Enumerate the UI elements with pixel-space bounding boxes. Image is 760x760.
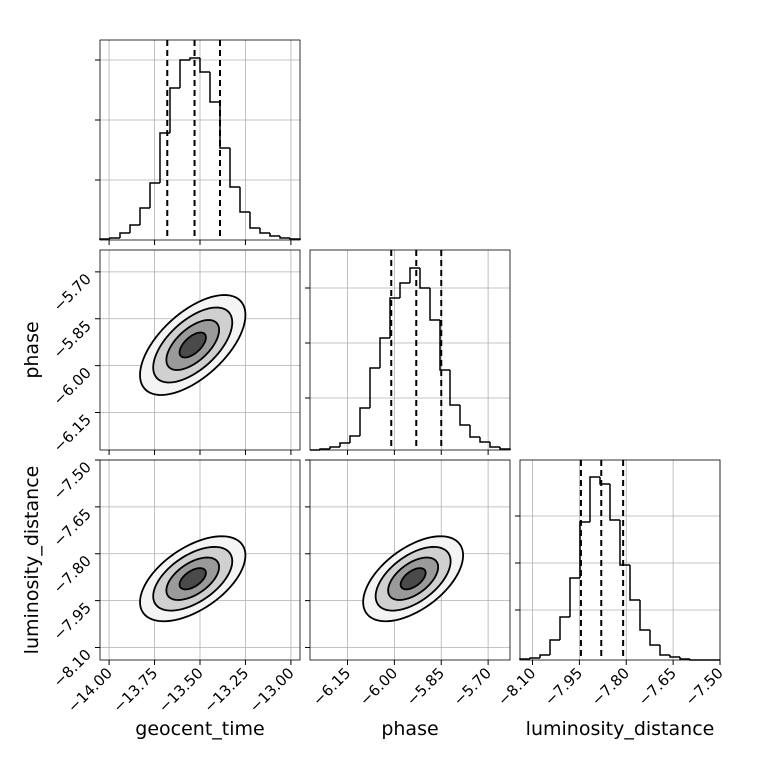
y-tick-label: −6.15 (50, 411, 95, 456)
hist-bin (659, 645, 670, 656)
hist-bin (149, 182, 160, 208)
x-tick-label: −7.95 (541, 664, 586, 709)
x-axis-label: luminosity_distance (526, 718, 715, 740)
hist-bin (229, 148, 240, 188)
contour (399, 567, 427, 591)
hist-bin (409, 267, 420, 283)
hist-bin (169, 87, 180, 133)
hist-bin (599, 477, 610, 485)
hist-bin (429, 288, 440, 321)
hist-bin (209, 72, 220, 103)
hist-bin (459, 405, 470, 426)
y-tick-label: −6.00 (50, 364, 95, 409)
x-axis-label: geocent_time (135, 718, 264, 740)
hist-bin (239, 187, 250, 213)
hist-bin (609, 484, 620, 521)
hist-bin (479, 437, 490, 443)
hist-bin (439, 320, 450, 371)
hist-bin (389, 297, 400, 338)
x-tick-label: −5.85 (403, 664, 448, 709)
hist-bin (559, 616, 570, 640)
axes-frame (309, 249, 511, 451)
hist-bin (259, 228, 270, 234)
hist-bin (399, 282, 410, 298)
hist-bin (489, 442, 500, 448)
hist-bin (539, 654, 550, 658)
y-tick-label: −7.65 (50, 505, 95, 550)
y-tick-label: −7.80 (50, 552, 95, 597)
hist-bin (469, 425, 480, 438)
x-tick-label: −7.80 (588, 664, 633, 709)
hist-bin (569, 577, 580, 617)
x-axis-label: phase (381, 718, 438, 740)
hist-bin (349, 435, 360, 443)
hist-bin (269, 233, 280, 237)
hist-bin (629, 565, 640, 601)
x-tick-label: −7.65 (635, 664, 680, 709)
hist-bin (549, 639, 560, 655)
x-tick-label: −13.00 (246, 664, 298, 716)
x-tick-label: −6.00 (356, 664, 401, 709)
hist-bin (359, 407, 370, 436)
hist-bin (129, 224, 140, 233)
x-tick-label: −7.50 (682, 664, 727, 709)
y-tick-label: −7.50 (50, 458, 95, 503)
hist-bin (589, 476, 600, 522)
hist-bin (419, 268, 430, 289)
y-tick-label: −5.70 (50, 270, 95, 315)
axes-frame (519, 459, 721, 661)
hist-bin (249, 212, 260, 229)
hist-bin (379, 337, 390, 368)
hist-bin (679, 657, 690, 660)
hist-bin (109, 237, 120, 239)
hist-bin (179, 59, 190, 88)
hist-bin (639, 600, 650, 631)
hist-bin (649, 630, 660, 646)
hist-bin (199, 58, 210, 73)
x-tick-label: −8.10 (494, 664, 539, 709)
hist-bin (449, 370, 460, 406)
x-tick-label: −13.25 (200, 664, 252, 716)
y-axis-label: luminosity_distance (21, 466, 43, 655)
hist-bin (159, 132, 170, 183)
hist-bin (369, 367, 380, 408)
hist-bin (499, 447, 511, 450)
hist-bin (219, 102, 230, 149)
x-tick-label: −6.15 (309, 664, 354, 709)
hist-bin (119, 232, 130, 238)
contour (178, 567, 207, 591)
y-tick-label: −5.85 (50, 317, 95, 362)
axes-frame (309, 459, 511, 661)
hist-bin (529, 657, 540, 659)
hist-bin (339, 442, 350, 447)
y-tick-label: −7.95 (50, 599, 95, 644)
x-tick-label: −13.75 (109, 664, 161, 716)
hist-bin (619, 520, 630, 566)
hist-bin (279, 236, 290, 239)
contour (178, 331, 207, 359)
hist-bin (669, 655, 680, 658)
x-tick-label: −13.50 (155, 664, 207, 716)
x-tick-label: −5.70 (450, 664, 495, 709)
hist-bin (139, 207, 150, 225)
hist-bin (189, 57, 200, 60)
y-axis-label: phase (21, 321, 43, 378)
hist-bin (329, 446, 340, 449)
